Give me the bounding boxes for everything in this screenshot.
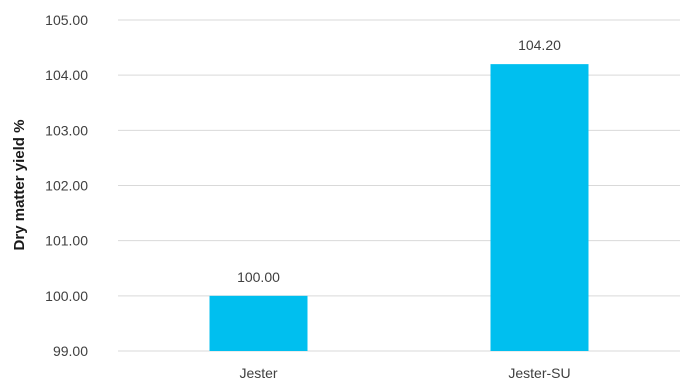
y-tick-label: 99.00	[53, 343, 88, 359]
gridlines	[118, 19, 680, 352]
y-tick-label: 105.00	[45, 12, 88, 28]
x-category-label: Jester	[239, 365, 277, 381]
y-tick-label: 104.00	[45, 67, 88, 83]
data-label: 104.20	[518, 37, 561, 53]
data-label: 100.00	[237, 269, 280, 285]
x-axis-categories: Jester Jester-SU	[239, 365, 570, 381]
bar-jester	[209, 295, 308, 351]
y-tick-label: 102.00	[45, 178, 88, 194]
y-axis-title: Dry matter yield %	[11, 120, 28, 251]
y-tick-label: 101.00	[45, 233, 88, 249]
bars	[209, 64, 589, 351]
y-axis-ticks: 99.00 100.00 101.00 102.00 103.00 104.00 105.0…	[45, 12, 88, 359]
y-tick-label: 100.00	[45, 288, 88, 304]
data-labels: 100.00 104.20	[237, 37, 561, 285]
y-tick-label: 103.00	[45, 122, 88, 138]
x-category-label: Jester-SU	[508, 365, 570, 381]
bar-jester-su	[490, 64, 589, 351]
